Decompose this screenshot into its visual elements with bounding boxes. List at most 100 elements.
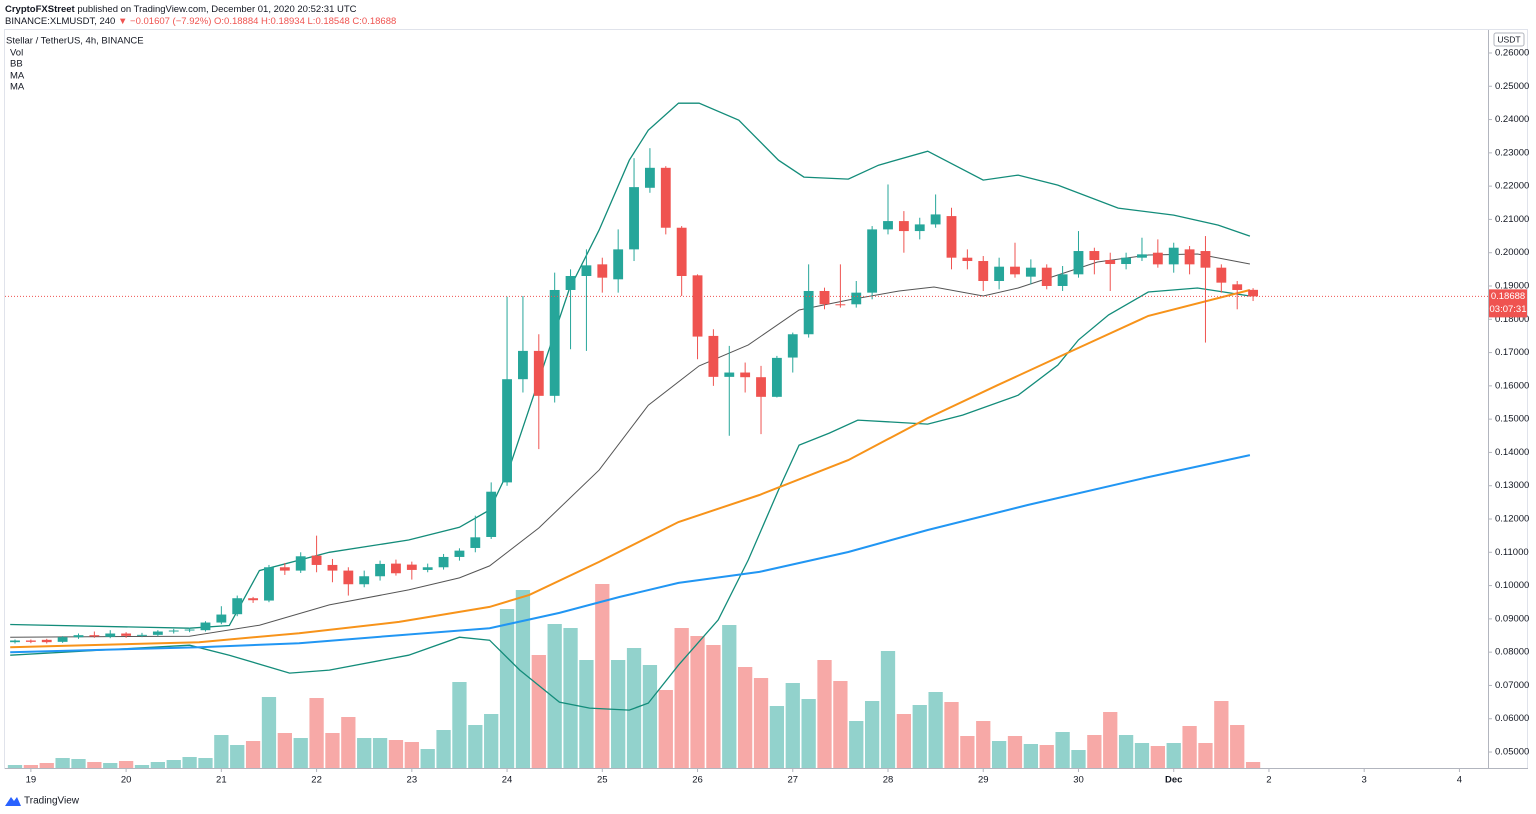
volume-bar [484, 714, 499, 768]
x-tick-label: 4 [1457, 775, 1462, 786]
candle-body [898, 221, 909, 232]
candle-body [803, 290, 814, 335]
volume-bar [642, 665, 658, 768]
volume-bar [928, 692, 943, 768]
volume-bar [87, 762, 102, 768]
candle-body [1168, 247, 1179, 265]
candle-body [787, 334, 798, 358]
volume-bar [452, 682, 467, 768]
candle-body [914, 224, 925, 232]
candle-body [1184, 249, 1195, 265]
candle-body [724, 372, 735, 377]
volume-bar [1214, 701, 1229, 768]
candle-body [391, 563, 401, 574]
candle-body [1089, 251, 1100, 261]
volume-bar [944, 702, 959, 768]
candle-body [216, 614, 227, 623]
candle-body [883, 221, 893, 230]
candle-body [486, 491, 497, 537]
candle-body [57, 637, 68, 642]
candle-body [1057, 274, 1068, 286]
x-tick-label: 24 [502, 775, 513, 786]
volume-bar [801, 699, 816, 768]
y-tick-label: 0.07000 [1495, 680, 1529, 691]
candle-body [930, 214, 941, 225]
footer-brand: TradingView [24, 796, 80, 807]
candle-body [168, 630, 179, 632]
candle-body [613, 249, 624, 280]
candle-body [946, 216, 957, 258]
unit-label: USDT [1497, 34, 1520, 44]
candle-body [454, 550, 465, 557]
candle-body [597, 264, 608, 278]
x-tick-label: 27 [787, 775, 798, 786]
volume-bar [1230, 725, 1245, 768]
y-tick-label: 0.08000 [1495, 647, 1529, 658]
y-tick-label: 0.23000 [1495, 147, 1529, 158]
volume-bar [579, 660, 594, 768]
legend-vol: Vol [10, 48, 23, 59]
y-tick-label: 0.24000 [1495, 114, 1529, 125]
volume-bar [991, 741, 1007, 768]
candle-body [1041, 267, 1052, 286]
tv-logo: TradingView [5, 796, 80, 807]
volume-bar [817, 660, 832, 768]
x-tick-label: 20 [121, 775, 132, 786]
volume-bar [118, 761, 134, 768]
candle-body [644, 167, 655, 188]
volume-bar [420, 749, 435, 768]
candle-body [343, 570, 354, 585]
candle-body [1232, 284, 1243, 290]
volume-bar [1103, 712, 1118, 768]
countdown-label: 03:07:31 [1490, 304, 1527, 315]
candle-body [502, 379, 512, 483]
volume-bar [1071, 750, 1086, 768]
y-tick-label: 0.22000 [1495, 181, 1529, 192]
volume-bar [261, 697, 277, 768]
candle-body [41, 639, 52, 643]
x-tick-label: 3 [1362, 775, 1367, 786]
x-tick-label: 2 [1266, 775, 1271, 786]
x-tick-label: 26 [692, 775, 703, 786]
volume-bar [595, 584, 610, 768]
volume-bar [1166, 743, 1181, 768]
legend-ma: MA [10, 71, 25, 82]
candle-body [978, 261, 989, 281]
volume-bar [7, 765, 23, 768]
volume-bar [277, 733, 292, 768]
candle-body [771, 357, 782, 397]
ohlc-open: O:0.18884 [214, 16, 258, 27]
candle-body [375, 563, 385, 577]
candle-body [1137, 254, 1147, 258]
volume-bar [1182, 726, 1197, 768]
candle-body [406, 564, 417, 570]
candle-body [105, 633, 116, 637]
volume-bar [1150, 746, 1165, 768]
volume-bar [976, 721, 991, 768]
volume-bar [769, 706, 785, 768]
ohlc-high: H:0.18934 [261, 16, 305, 27]
x-tick-label: 21 [216, 775, 227, 786]
candle-body [359, 576, 370, 585]
candle-body [819, 290, 830, 305]
candle-body [10, 640, 20, 643]
volume-bar [436, 730, 451, 768]
candle-body [89, 635, 100, 637]
volume-bar [880, 651, 896, 768]
volume-bar [1055, 732, 1070, 768]
unit-box [1493, 32, 1525, 47]
y-tick-label: 0.21000 [1495, 214, 1529, 225]
candle-body [137, 634, 147, 636]
candle-body [1152, 252, 1163, 265]
candle-body [73, 635, 84, 638]
volume-bar [674, 628, 689, 768]
candle-body [867, 229, 878, 293]
candle-body [470, 537, 481, 548]
volume-bar [912, 705, 927, 768]
candle-body [232, 598, 243, 615]
candle-body [311, 555, 322, 565]
x-tick-label: 25 [597, 775, 608, 786]
volume-bar [182, 757, 197, 768]
volume-bar [1087, 735, 1102, 768]
